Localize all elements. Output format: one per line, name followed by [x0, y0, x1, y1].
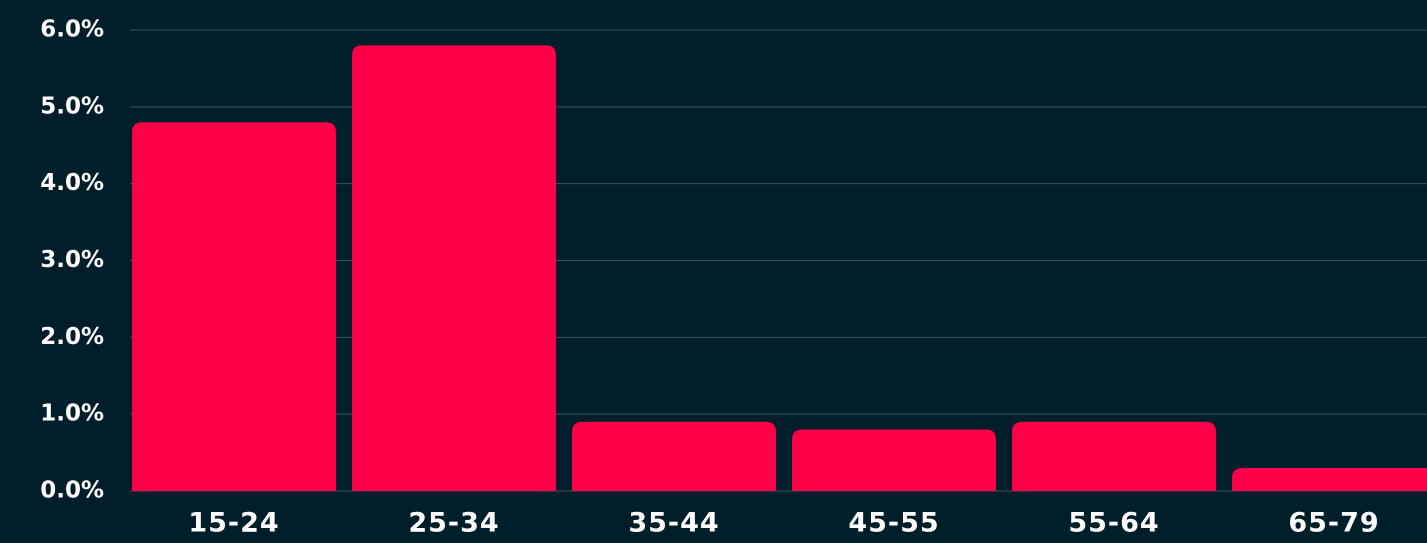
bar	[1012, 421, 1216, 491]
bar	[572, 421, 776, 491]
x-tick-label: 15-24	[188, 508, 279, 539]
bar	[352, 45, 556, 491]
y-tick-label: 6.0%	[40, 17, 104, 43]
y-tick-label: 4.0%	[40, 170, 104, 196]
bar	[1232, 467, 1427, 491]
y-tick-label: 3.0%	[40, 247, 104, 273]
x-tick-label: 35-44	[628, 508, 719, 539]
x-tick-label: 65-79	[1288, 508, 1379, 539]
y-tick-label: 5.0%	[40, 93, 104, 119]
bar	[792, 429, 996, 491]
y-tick-label: 1.0%	[40, 401, 104, 427]
y-tick-label: 0.0%	[40, 478, 104, 504]
x-tick-label: 25-34	[408, 508, 499, 539]
bar	[132, 122, 336, 491]
y-tick-label: 2.0%	[40, 324, 104, 350]
x-tick-label: 45-55	[848, 508, 939, 539]
x-tick-label: 55-64	[1068, 508, 1159, 539]
